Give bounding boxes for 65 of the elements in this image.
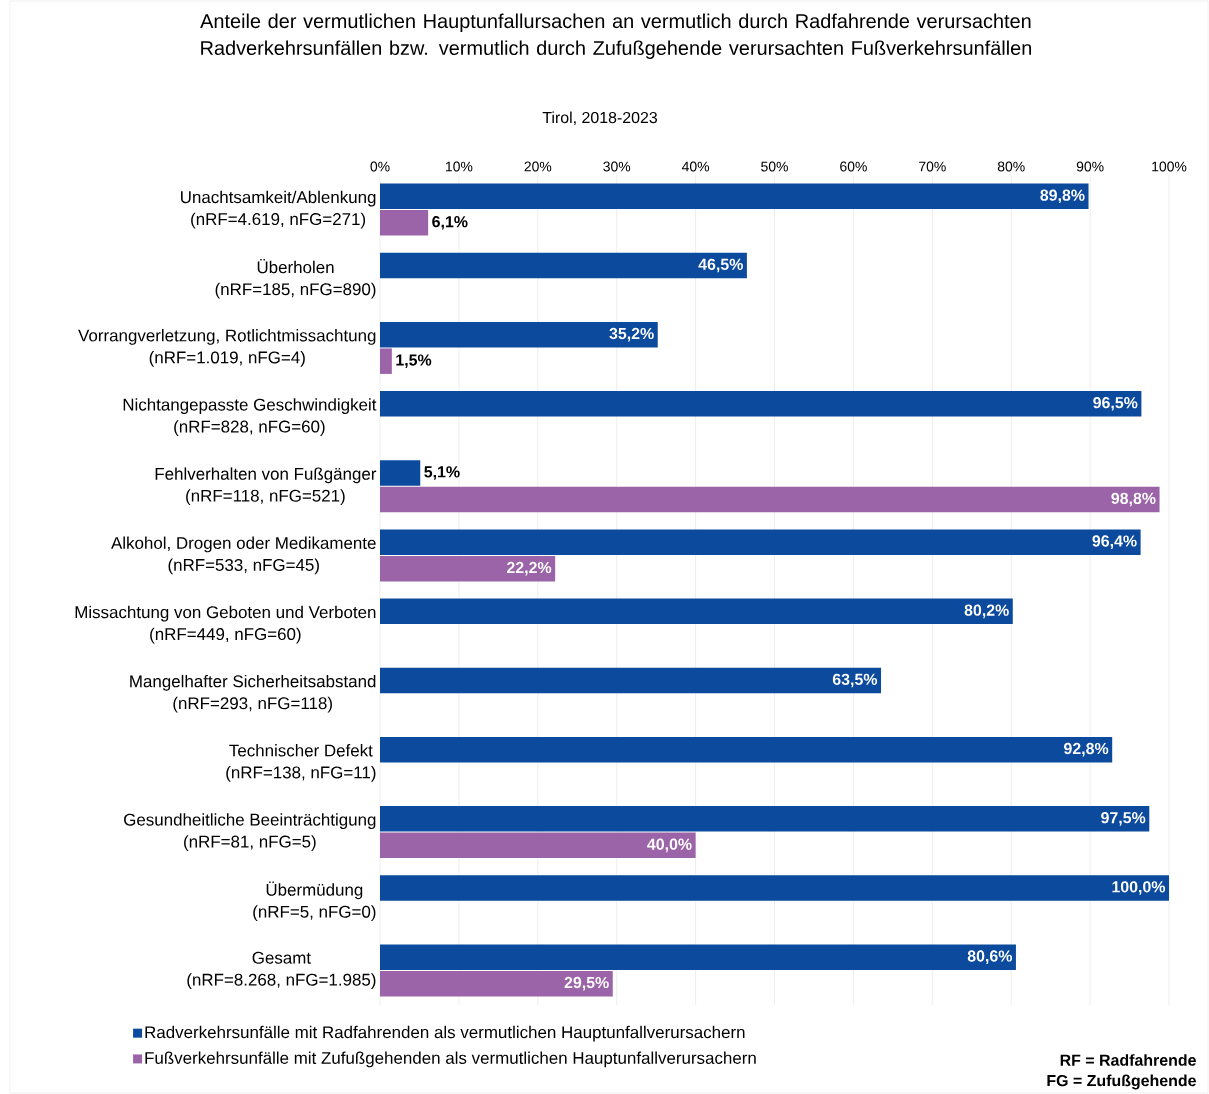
- bar: [380, 598, 1013, 625]
- data-label: 92,8%: [1064, 742, 1109, 757]
- bar: [380, 321, 658, 348]
- data-label: 40,0%: [647, 838, 692, 853]
- bar: [380, 252, 747, 279]
- data-label: 1,5%: [396, 354, 432, 368]
- bar: [380, 555, 556, 582]
- bar: [380, 832, 696, 859]
- x-tick-label: 50%: [761, 161, 788, 172]
- bar: [380, 875, 1170, 901]
- data-label: 5,1%: [424, 466, 460, 480]
- bar: [380, 529, 1141, 555]
- bar: [380, 348, 392, 374]
- data-label: 96,5%: [1093, 397, 1138, 411]
- bar: [380, 806, 1150, 832]
- bar: [380, 667, 882, 694]
- y-tick-label: Übermüdung (nRF=5, nFG=0): [253, 881, 376, 922]
- y-tick-label: Fehlverhalten von Fußgänger (nRF=118, nFG=521): [155, 467, 377, 506]
- data-label: 100,0%: [1112, 881, 1166, 895]
- x-tick-label: 20%: [524, 161, 552, 172]
- x-tick-label: 70%: [919, 161, 946, 172]
- x-tick-label: 30%: [603, 161, 631, 172]
- data-label: 46,5%: [698, 258, 743, 273]
- data-label: 63,5%: [832, 673, 878, 688]
- data-label: 22,2%: [507, 561, 552, 576]
- y-tick-label: Missachtung von Geboten und Verboten (nRF=449, nFG=60): [75, 605, 376, 644]
- data-label: 80,2%: [964, 604, 1009, 619]
- data-label: 29,5%: [564, 976, 609, 991]
- bar: [380, 183, 1089, 210]
- bar: [380, 486, 1160, 513]
- x-tick-label: 40%: [681, 161, 710, 172]
- chart-title: Anteile der vermutlichen Hauptunfallursachen an vermutlich durch Radfahrende verursachten Radverkehrsunfällen bzw. vermutlich durch Zufußgehende verursachten Fußverkehrsunfällen: [200, 13, 1031, 59]
- y-tick-label: Nichtangepasste Geschwindigkeit (nRF=828, nFG=60): [123, 398, 377, 436]
- y-tick-label: Überholen (nRF=185, nFG=890): [215, 258, 376, 299]
- bar: [380, 210, 429, 236]
- data-label: 98,8%: [1111, 492, 1156, 507]
- y-tick-label: Alkohol, Drogen oder Medikamente (nRF=533, nFG=45): [111, 536, 376, 575]
- x-tick-label: 0%: [370, 161, 390, 172]
- chart-subtitle: Tirol, 2018-2023: [542, 111, 658, 126]
- data-label: 96,4%: [1092, 535, 1137, 549]
- y-tick-label: Vorrangverletzung, Rotlichtmissachtung (nRF=1.019, nFG=4): [78, 329, 376, 367]
- text: FG = Zufußgehende: [1047, 1074, 1196, 1090]
- x-tick-label: 10%: [446, 161, 473, 172]
- x-tick-label: 100%: [1152, 161, 1187, 172]
- x-tick-label: 90%: [1076, 161, 1104, 172]
- legend-label: Fußverkehrsunfälle mit Zufußgehenden als vermutlichen Hauptunfallverursachern: [145, 1051, 756, 1068]
- bar: [380, 944, 1016, 970]
- bar: [380, 736, 1113, 763]
- x-tick-label: 60%: [840, 161, 867, 172]
- bar: [380, 460, 421, 486]
- y-tick-label: Gesamt (nRF=8.268, nFG=1.985): [187, 951, 376, 990]
- data-label: 6,1%: [432, 216, 468, 230]
- text: RF = Radfahrende: [1060, 1054, 1196, 1066]
- y-tick-label: Gesundheitliche Beeinträchtigung (nRF=81, nFG=5): [124, 813, 376, 851]
- data-label: 35,2%: [609, 327, 654, 342]
- y-tick-label: Unachtsamkeit/Ablenkung (nRF=4.619, nFG=271): [181, 190, 376, 229]
- x-tick-label: 80%: [997, 161, 1025, 172]
- data-label: 80,6%: [967, 950, 1012, 964]
- data-label: 97,5%: [1101, 812, 1146, 826]
- data-label: 89,8%: [1040, 189, 1085, 204]
- y-tick-label: Technischer Defekt (nRF=138, nFG=11): [226, 744, 376, 782]
- y-tick-label: Mangelhafter Sicherheitsabstand (nRF=293, nFG=118): [130, 674, 376, 713]
- bar: [380, 391, 1142, 417]
- bar: [380, 970, 613, 997]
- legend-label: Radverkehrsunfälle mit Radfahrenden als vermutlichen Hauptunfallverursachern: [145, 1025, 745, 1042]
